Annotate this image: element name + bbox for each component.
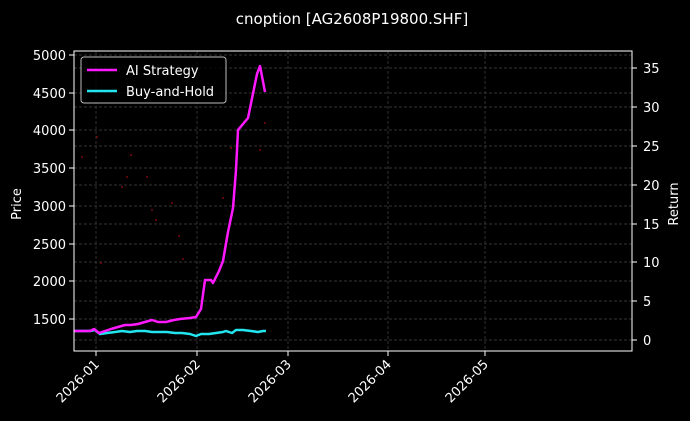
left-tick-3000: 3000 (33, 200, 66, 215)
series-ai-strategy (74, 64, 267, 335)
right-axis-label: Return (667, 182, 682, 225)
right-tick-5: 5 (643, 295, 651, 310)
legend: AI Strategy Buy-and-Hold (80, 56, 227, 104)
left-axis-label: Price (10, 188, 25, 220)
left-tick-2000: 2000 (33, 275, 66, 290)
left-tick-4000: 4000 (33, 124, 66, 139)
right-tick-20: 20 (643, 179, 660, 194)
left-tick-3500: 3500 (33, 162, 66, 177)
right-tick-0: 0 (643, 334, 651, 349)
right-axis (632, 67, 637, 341)
left-tick-4500: 4500 (33, 87, 66, 102)
chart-title: cnoption [AG2608P19800.SHF] (236, 10, 468, 28)
left-tick-2500: 2500 (33, 238, 66, 253)
right-tick-30: 30 (643, 101, 660, 116)
right-tick-10: 10 (643, 256, 660, 271)
left-tick-1500: 1500 (33, 313, 66, 328)
left-tick-5000: 5000 (33, 49, 66, 64)
right-tick-25: 25 (643, 140, 660, 155)
plot-frame (73, 50, 633, 352)
series-buy-and-hold (74, 328, 266, 338)
right-tick-35: 35 (643, 62, 660, 77)
legend-label-ai-strategy: AI Strategy (126, 64, 199, 79)
left-axis (69, 54, 74, 320)
legend-label-buy-and-hold: Buy-and-Hold (126, 85, 214, 100)
right-tick-15: 15 (643, 218, 660, 233)
x-axis (95, 351, 486, 356)
